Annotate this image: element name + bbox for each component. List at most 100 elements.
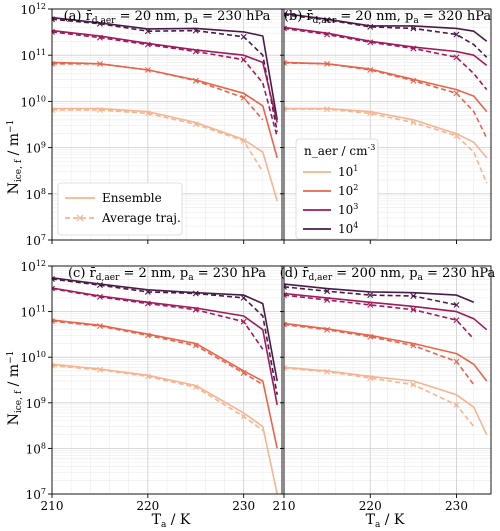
data-marker-x [96,34,103,41]
data-marker-x [144,288,151,295]
data-marker-x [324,296,331,303]
data-marker-x [240,294,247,301]
legend-concentration: n_aer / cm-3 101 102 103 104 [295,138,379,240]
y-tick-label: 1012 [21,259,46,274]
series-line-103-ens [284,292,488,331]
data-marker-x [367,375,374,381]
panel-title-b: (b) r̄d,aer = 20 nm, pa = 320 hPa [284,9,492,26]
series-group [284,11,488,184]
axes-frame [283,265,492,495]
data-marker-x [96,282,103,289]
data-marker-x [453,317,460,324]
data-marker-x [52,28,55,35]
data-marker-x [367,301,374,308]
data-marker-x [367,39,374,46]
y-tick-label: 108 [26,187,46,202]
series-line-104-ens [284,283,475,304]
data-marker-x [144,28,151,35]
data-marker-x [240,413,247,420]
legend-box [57,182,183,236]
data-marker-x [192,306,199,313]
data-marker-x [96,20,103,27]
data-marker-x [367,110,374,117]
series-line-102-avg [52,320,264,386]
legend-label: 101 [338,164,358,179]
panel-c: 107 108 109 1010 1011 1012 210 220 230 [21,259,283,513]
series-line-103-avg [52,287,264,350]
series-line-103-ens [52,287,278,406]
legend-line-style: Ensemble Average traj. [57,182,183,236]
data-marker-x [96,293,103,300]
data-marker-x [192,342,199,349]
data-marker-x [52,362,55,369]
data-marker-x [240,318,247,325]
x-tick-label: 220 [136,499,159,513]
data-marker-x [144,300,151,307]
series-line-104-avg [284,286,457,306]
data-marker-x [284,321,287,328]
data-marker-x [284,25,287,32]
data-marker-x [240,137,247,144]
series-line-101-avg [52,364,264,431]
series-line-103-ens [52,29,278,123]
data-marker-x [410,292,417,299]
x-axis-title-left: Ta / K [152,512,191,530]
data-marker-x [240,33,247,40]
data-marker-x [284,106,287,113]
data-marker-x [144,332,151,339]
series-line-103-ens [284,26,488,67]
panel-title-a: (a) r̄d,aer = 20 nm, pa = 230 hPa [64,9,271,26]
series-line-101-avg [52,109,264,173]
data-marker-x [192,77,199,84]
data-marker-x [410,381,417,388]
data-marker-x [96,107,103,114]
data-marker-x [453,132,460,139]
y-tick-label: 1011 [21,48,46,63]
series-line-101-avg [284,367,475,428]
y-tick-label: 109 [26,396,46,411]
series-group [52,16,278,202]
axes-frame [51,8,283,241]
y-tick-label: 1012 [21,2,46,17]
data-marker-x [324,368,331,375]
data-marker-x [453,90,460,97]
series-line-103-avg [284,294,475,340]
data-marker-x [410,306,417,313]
series-group [52,275,278,494]
data-marker-x [52,16,55,23]
data-marker-x [144,41,151,48]
data-marker-x [52,275,55,282]
panel-title-c: (c) r̄d,aer = 2 nm, pa = 230 hPa [68,266,266,283]
data-marker-x [324,106,331,113]
data-marker-x [144,66,151,73]
data-marker-x [284,59,287,66]
legend-marker [76,214,84,222]
data-marker-x [240,94,247,101]
data-marker-x [96,60,103,67]
legend-box [295,138,379,240]
series-group [284,283,488,436]
x-tick-label: 220 [359,499,382,513]
legend-label: 104 [338,221,358,236]
data-marker-x [324,60,331,67]
data-marker-x [453,401,460,408]
data-marker-x [52,285,55,292]
y-tick-label: 1010 [21,350,46,365]
data-marker-x [284,364,287,371]
x-tick-label: 230 [445,499,468,513]
data-marker-x [324,288,331,295]
data-marker-x [410,342,417,349]
series-line-102-avg [284,323,475,386]
series-line-101-ens [52,107,278,202]
x-axis-title-right: Ta / K [366,512,405,530]
data-marker-x [192,384,199,391]
data-marker-x [367,292,374,299]
y-axis-title-bottom: Nice, f / m−1 [6,351,24,426]
panel-title-d: (d) r̄d,aer = 200 nm, pa = 230 hPa [280,266,496,283]
data-marker-x [410,119,417,126]
series-line-102-ens [284,322,488,382]
y-tick-label: 108 [26,441,46,456]
data-marker-x [410,25,417,32]
x-tick-label: 210 [41,499,64,513]
data-marker-x [52,318,55,325]
